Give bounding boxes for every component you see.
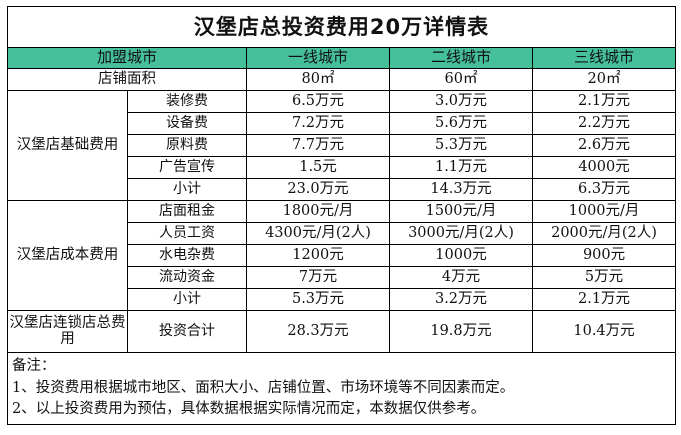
table-cell: 1.1万元	[389, 156, 533, 179]
table-cell: 1000元	[389, 244, 533, 267]
table-row: 汉堡店基础费用 装修费 6.5万元 3.0万元 2.1万元	[7, 90, 677, 201]
area-label: 店铺面积	[7, 68, 247, 91]
row-label: 广告宣传	[127, 156, 247, 179]
table-cell: 7.7万元	[246, 134, 390, 157]
area-row: 店铺面积 80㎡ 60㎡ 20㎡	[7, 68, 677, 91]
row-label: 原料费	[127, 134, 247, 157]
row-label: 店面租金	[127, 200, 247, 223]
table-cell: 7万元	[246, 266, 390, 289]
table-row: 汉堡店成本费用 店面租金 1800元/月 1500元/月 1000元/月	[7, 200, 677, 311]
table-cell: 6.5万元	[246, 90, 390, 113]
cost-group-label: 汉堡店成本费用	[7, 200, 128, 311]
basic-group-label: 汉堡店基础费用	[7, 90, 128, 201]
table-cell: 5.3万元	[246, 288, 390, 311]
table-cell: 1.5元	[246, 156, 390, 179]
total-group-label: 汉堡店连锁店总费用	[7, 310, 128, 353]
table-title: 汉堡店总投资费用20万详情表	[6, 6, 677, 48]
header-label: 加盟城市	[7, 47, 247, 69]
table-cell: 7.2万元	[246, 112, 390, 135]
total-row: 汉堡店连锁店总费用 投资合计 28.3万元 19.8万元 10.4万元	[7, 310, 677, 353]
table-row: 小计 23.0万元 14.3万元 6.3万元	[8, 178, 677, 201]
area-value-3: 20㎡	[531, 68, 677, 91]
table-cell: 3.2万元	[389, 288, 533, 311]
table-cell: 1200元	[246, 244, 390, 267]
table-row: 广告宣传 1.5元 1.1万元 4000元	[8, 156, 677, 179]
title-row: 汉堡店总投资费用20万详情表	[6, 6, 677, 48]
table-cell: 14.3万元	[389, 178, 533, 201]
total-value-2: 19.8万元	[389, 310, 533, 353]
table-cell: 1800元/月	[246, 200, 390, 223]
table-cell: 5万元	[531, 266, 677, 289]
total-label: 投资合计	[127, 310, 247, 353]
row-label: 设备费	[127, 112, 247, 135]
table-cell: 2.2万元	[531, 112, 677, 135]
table-row: 流动资金 7万元 4万元 5万元	[8, 266, 677, 289]
notes-title: 备注：	[12, 358, 56, 374]
table-cell: 900元	[531, 244, 677, 267]
table-cell: 3000元/月(2人)	[389, 222, 533, 245]
notes-row: 备注： 1、投资费用根据城市地区、面积大小、店铺位置、市场环境等不同因素而定。 …	[6, 352, 677, 425]
table-cell: 2000元/月(2人)	[531, 222, 677, 245]
area-value-2: 60㎡	[389, 68, 533, 91]
header-city-3: 三线城市	[531, 47, 677, 69]
row-label: 小计	[127, 178, 247, 201]
table-row: 人员工资 4300元/月(2人) 3000元/月(2人) 2000元/月(2人)	[8, 222, 677, 245]
notes-line-2: 2、以上投资费用为预估，具体数据根据实际情况而定，本数据仅供参考。	[12, 401, 486, 417]
header-city-1: 一线城市	[246, 47, 390, 69]
table-cell: 2.1万元	[531, 90, 677, 113]
table-cell: 1000元/月	[531, 200, 677, 223]
area-value-1: 80㎡	[246, 68, 390, 91]
total-value-1: 28.3万元	[246, 310, 390, 353]
investment-table-container: 汉堡店总投资费用20万详情表 加盟城市 一线城市 二线城市 三线城市 店铺面积 …	[6, 6, 677, 430]
table-cell: 5.3万元	[389, 134, 533, 157]
table-cell: 3.0万元	[389, 90, 533, 113]
table-cell: 6.3万元	[531, 178, 677, 201]
table-row: 水电杂费 1200元 1000元 900元	[8, 244, 677, 267]
header-row: 加盟城市 一线城市 二线城市 三线城市	[7, 47, 677, 69]
table-cell: 4300元/月(2人)	[246, 222, 390, 245]
header-city-2: 二线城市	[389, 47, 533, 69]
row-label: 水电杂费	[127, 244, 247, 267]
row-label: 小计	[127, 288, 247, 311]
table-cell: 5.6万元	[389, 112, 533, 135]
table-cell: 4000元	[531, 156, 677, 179]
table-cell: 23.0万元	[246, 178, 390, 201]
table-cell: 2.1万元	[531, 288, 677, 311]
table-cell: 4万元	[389, 266, 533, 289]
investment-table: 汉堡店总投资费用20万详情表 加盟城市 一线城市 二线城市 三线城市 店铺面积 …	[6, 6, 677, 425]
notes-cell: 备注： 1、投资费用根据城市地区、面积大小、店铺位置、市场环境等不同因素而定。 …	[6, 352, 677, 425]
total-value-3: 10.4万元	[531, 310, 677, 353]
row-label: 流动资金	[127, 266, 247, 289]
table-cell: 1500元/月	[389, 200, 533, 223]
table-cell: 2.6万元	[531, 134, 677, 157]
notes-line-1: 1、投资费用根据城市地区、面积大小、店铺位置、市场环境等不同因素而定。	[12, 379, 515, 396]
row-label: 人员工资	[127, 222, 247, 245]
row-label: 装修费	[127, 90, 247, 113]
